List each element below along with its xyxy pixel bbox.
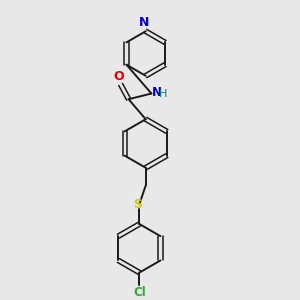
Text: N: N — [139, 16, 149, 29]
Text: O: O — [114, 70, 124, 83]
Text: Cl: Cl — [133, 286, 146, 299]
Text: H: H — [159, 89, 167, 99]
Text: S: S — [134, 198, 142, 211]
Text: N: N — [152, 86, 162, 99]
